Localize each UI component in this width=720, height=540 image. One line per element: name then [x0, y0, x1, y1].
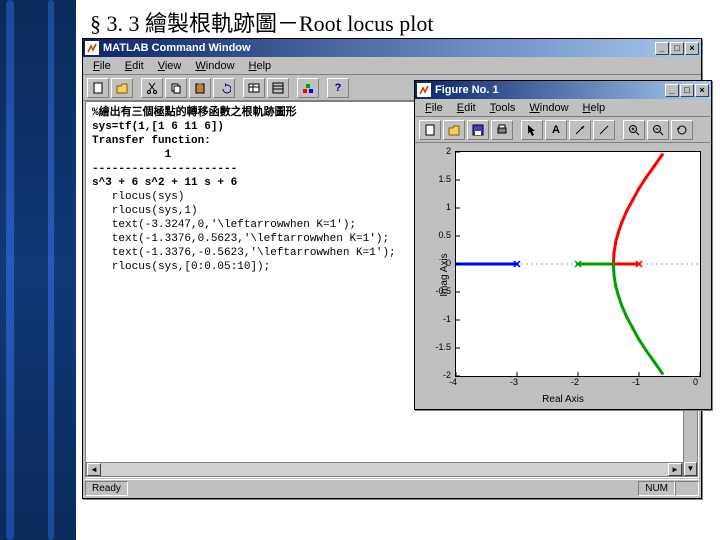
fig-menu-edit[interactable]: Edit — [451, 101, 482, 115]
fig-line-icon[interactable] — [593, 120, 615, 140]
fig-open-icon[interactable] — [443, 120, 465, 140]
fig-save-icon[interactable] — [467, 120, 489, 140]
y-tick: -2 — [429, 370, 451, 380]
fig-zoomin-icon[interactable] — [623, 120, 645, 140]
fig-zoomout-icon[interactable] — [647, 120, 669, 140]
x-tick: 0 — [693, 377, 698, 387]
figwin-toolbar: A — [415, 117, 711, 143]
cut-icon[interactable] — [141, 78, 163, 98]
slide-decor-bar — [0, 0, 76, 540]
slide-title: § 3. 3 繪製根軌跡圖－Root locus plot — [90, 6, 433, 38]
fig-menu-tools[interactable]: Tools — [484, 101, 522, 115]
matlab-icon — [85, 41, 99, 55]
fig-menu-file[interactable]: File — [419, 101, 449, 115]
paste-icon[interactable] — [189, 78, 211, 98]
menu-help[interactable]: Help — [243, 59, 278, 73]
menu-window[interactable]: Window — [189, 59, 240, 73]
close-button[interactable]: × — [685, 42, 699, 55]
x-tick: -3 — [510, 377, 518, 387]
scroll-right-button[interactable]: ► — [668, 463, 682, 476]
fig-minimize-button[interactable]: _ — [665, 84, 679, 97]
y-tick: 2 — [429, 146, 451, 156]
fig-new-icon[interactable] — [419, 120, 441, 140]
fig-line-arrow-icon[interactable] — [569, 120, 591, 140]
status-pad — [675, 481, 699, 496]
menu-edit[interactable]: Edit — [119, 59, 150, 73]
menu-view[interactable]: View — [152, 59, 188, 73]
cmdwin-titlebar[interactable]: MATLAB Command Window _ □ × — [83, 39, 701, 57]
horizontal-scrollbar[interactable]: ◄ ► — [86, 462, 683, 477]
cmdwin-menubar: File Edit View Window Help — [83, 57, 701, 75]
y-tick: 1 — [429, 202, 451, 212]
figure-body: Real Axis Imag Axis -4-3-2-10-2-1.5-1-0.… — [417, 143, 709, 407]
fig-menu-window[interactable]: Window — [523, 101, 574, 115]
y-tick: -1 — [429, 314, 451, 324]
fig-close-button[interactable]: × — [695, 84, 709, 97]
x-axis-label: Real Axis — [542, 394, 584, 405]
minimize-button[interactable]: _ — [655, 42, 669, 55]
status-ready: Ready — [85, 481, 128, 496]
menu-file[interactable]: File — [87, 59, 117, 73]
open-icon[interactable] — [111, 78, 133, 98]
new-icon[interactable] — [87, 78, 109, 98]
plot-svg — [456, 152, 700, 376]
fig-rotate-icon[interactable] — [671, 120, 693, 140]
figure-icon — [417, 83, 431, 97]
cmdwin-title: MATLAB Command Window — [103, 42, 655, 54]
y-tick: -0.5 — [429, 286, 451, 296]
figwin-menubar: File Edit Tools Window Help — [415, 99, 711, 117]
root-locus-plot[interactable] — [455, 151, 701, 377]
help-icon[interactable]: ? — [327, 78, 349, 98]
y-tick: 1.5 — [429, 174, 451, 184]
status-bar: Ready NUM — [85, 479, 699, 497]
workspace-icon[interactable] — [243, 78, 265, 98]
undo-icon[interactable] — [213, 78, 235, 98]
maximize-button[interactable]: □ — [670, 42, 684, 55]
figwin-title: Figure No. 1 — [435, 84, 665, 96]
y-tick: -1.5 — [429, 342, 451, 352]
fig-menu-help[interactable]: Help — [577, 101, 612, 115]
copy-icon[interactable] — [165, 78, 187, 98]
figwin-titlebar[interactable]: Figure No. 1 _ □ × — [415, 81, 711, 99]
scroll-track[interactable] — [101, 463, 668, 476]
scroll-down-button[interactable]: ▼ — [684, 462, 697, 476]
figure-window: Figure No. 1 _ □ × File Edit Tools Windo… — [414, 80, 712, 410]
status-num: NUM — [638, 481, 675, 496]
y-tick: 0 — [429, 258, 451, 268]
fig-arrow-icon[interactable] — [521, 120, 543, 140]
path-icon[interactable] — [267, 78, 289, 98]
fig-print-icon[interactable] — [491, 120, 513, 140]
fig-maximize-button[interactable]: □ — [680, 84, 694, 97]
y-tick: 0.5 — [429, 230, 451, 240]
scroll-left-button[interactable]: ◄ — [87, 463, 101, 476]
x-tick: -1 — [632, 377, 640, 387]
fig-text-icon[interactable]: A — [545, 120, 567, 140]
x-tick: -2 — [571, 377, 579, 387]
simulink-icon[interactable] — [297, 78, 319, 98]
